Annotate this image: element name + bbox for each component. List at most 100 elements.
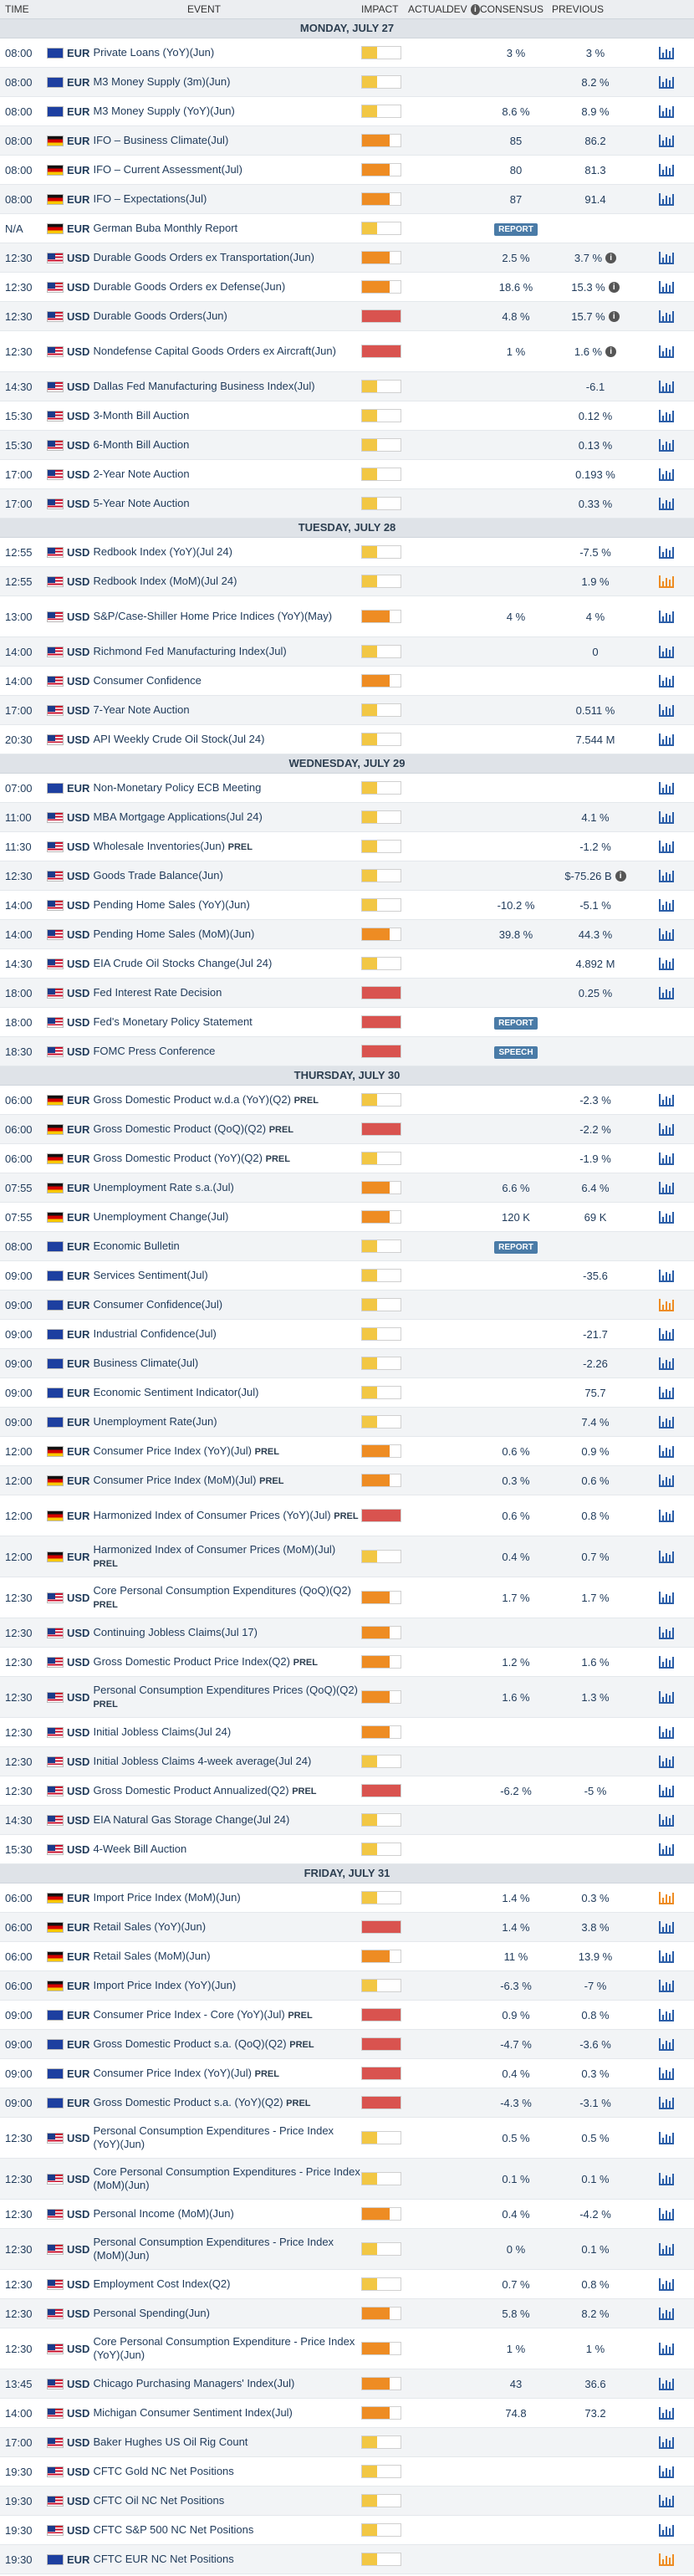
bar-chart-icon[interactable] bbox=[659, 2037, 674, 2051]
bar-chart-icon[interactable] bbox=[659, 309, 674, 323]
event-name[interactable]: Gross Domestic Product (QoQ)(Q2) PREL bbox=[93, 1122, 293, 1137]
event-row[interactable]: 12:30 USD Durable Goods Orders(Jun) 4.8 % 15… bbox=[0, 302, 694, 331]
bar-chart-icon[interactable] bbox=[659, 192, 674, 206]
event-row[interactable]: 09:00 EUR Services Sentiment(Jul) -35.6 bbox=[0, 1261, 694, 1291]
event-title[interactable]: Consumer Price Index - Core (YoY)(Jul) bbox=[93, 2007, 285, 2021]
event-title[interactable]: Michigan Consumer Sentiment Index(Jul) bbox=[93, 2406, 293, 2419]
event-name[interactable]: Core Personal Consumption Expenditures (… bbox=[93, 1584, 361, 1612]
event-cell[interactable]: USD Personal Income (MoM)(Jun) bbox=[47, 2207, 361, 2221]
event-title[interactable]: CFTC S&P 500 NC Net Positions bbox=[93, 2523, 254, 2536]
event-row[interactable]: 09:00 EUR Consumer Price Index - Core (YoY… bbox=[0, 2001, 694, 2030]
event-cell[interactable]: USD Consumer Confidence bbox=[47, 674, 361, 687]
event-cell[interactable]: USD Employment Cost Index(Q2) bbox=[47, 2277, 361, 2291]
event-name[interactable]: CFTC Gold NC Net Positions bbox=[93, 2465, 233, 2478]
event-title[interactable]: Employment Cost Index(Q2) bbox=[93, 2277, 231, 2290]
event-title[interactable]: Consumer Price Index (YoY)(Jul) bbox=[93, 2066, 252, 2079]
event-row[interactable]: 12:30 USD Personal Consumption Expenditure… bbox=[0, 2118, 694, 2159]
event-row[interactable]: 07:00 EUR Non-Monetary Policy ECB Meeting bbox=[0, 774, 694, 803]
event-title[interactable]: Gross Domestic Product Annualized(Q2) bbox=[93, 1783, 289, 1797]
event-title[interactable]: IFO – Business Climate(Jul) bbox=[93, 134, 229, 146]
bar-chart-icon[interactable] bbox=[659, 1725, 674, 1739]
event-cell[interactable]: USD Dallas Fed Manufacturing Business Ind… bbox=[47, 380, 361, 393]
event-title[interactable]: Consumer Price Index (YoY)(Jul) bbox=[93, 1444, 252, 1457]
event-row[interactable]: 08:00 EUR Private Loans (YoY)(Jun) 3 % 3 % bbox=[0, 38, 694, 68]
event-name[interactable]: Redbook Index (YoY)(Jul 24) bbox=[93, 545, 232, 559]
event-title[interactable]: Personal Consumption Expenditures Prices… bbox=[93, 1683, 358, 1696]
event-cell[interactable]: EUR Services Sentiment(Jul) bbox=[47, 1269, 361, 1282]
event-title[interactable]: 6-Month Bill Auction bbox=[93, 438, 190, 451]
event-row[interactable]: 11:00 USD MBA Mortgage Applications(Jul 24… bbox=[0, 803, 694, 832]
bar-chart-icon[interactable] bbox=[659, 105, 674, 118]
event-name[interactable]: Goods Trade Balance(Jun) bbox=[93, 869, 222, 882]
event-cell[interactable]: EUR Retail Sales (YoY)(Jun) bbox=[47, 1920, 361, 1934]
event-title[interactable]: M3 Money Supply (3m)(Jun) bbox=[93, 75, 231, 88]
event-cell[interactable]: USD EIA Crude Oil Stocks Change(Jul 24) bbox=[47, 957, 361, 970]
event-title[interactable]: Continuing Jobless Claims(Jul 17) bbox=[93, 1626, 258, 1638]
bar-chart-icon[interactable] bbox=[659, 928, 674, 941]
event-row[interactable]: 12:30 USD Core Personal Consumption Expend… bbox=[0, 2328, 694, 2369]
event-cell[interactable]: EUR Unemployment Rate(Jun) bbox=[47, 1415, 361, 1429]
info-icon[interactable]: i bbox=[608, 281, 620, 293]
event-title[interactable]: Import Price Index (MoM)(Jun) bbox=[93, 1891, 241, 1904]
event-cell[interactable]: USD 3-Month Bill Auction bbox=[47, 409, 361, 422]
report-badge[interactable]: REPORT bbox=[494, 222, 538, 236]
event-cell[interactable]: EUR Retail Sales (MoM)(Jun) bbox=[47, 1950, 361, 1963]
event-title[interactable]: Gross Domestic Product w.d.a (YoY)(Q2) bbox=[93, 1092, 291, 1106]
event-row[interactable]: 14:00 USD Pending Home Sales (MoM)(Jun) 39.… bbox=[0, 920, 694, 949]
event-cell[interactable]: EUR Import Price Index (YoY)(Jun) bbox=[47, 1979, 361, 1992]
event-title[interactable]: FOMC Press Conference bbox=[93, 1045, 216, 1057]
event-title[interactable]: S&P/Case-Shiller Home Price Indices (YoY… bbox=[93, 610, 333, 622]
event-cell[interactable]: USD Durable Goods Orders ex Defense(Jun) bbox=[47, 280, 361, 294]
bar-chart-icon[interactable] bbox=[659, 1386, 674, 1399]
event-title[interactable]: Business Climate(Jul) bbox=[93, 1357, 199, 1369]
event-cell[interactable]: USD Core Personal Consumption Expenditure… bbox=[47, 1584, 361, 1612]
bar-chart-icon[interactable] bbox=[659, 2242, 674, 2256]
event-name[interactable]: Dallas Fed Manufacturing Business Index(… bbox=[93, 380, 314, 393]
event-row[interactable]: 14:30 USD EIA Natural Gas Storage Change(J… bbox=[0, 1806, 694, 1835]
bar-chart-icon[interactable] bbox=[659, 1298, 674, 1311]
event-name[interactable]: Consumer Confidence(Jul) bbox=[93, 1298, 222, 1311]
event-title[interactable]: Personal Income (MoM)(Jun) bbox=[93, 2207, 234, 2220]
event-name[interactable]: Business Climate(Jul) bbox=[93, 1357, 198, 1370]
event-row[interactable]: 09:00 EUR Consumer Price Index (YoY)(Jul) … bbox=[0, 2059, 694, 2088]
event-title[interactable]: Core Personal Consumption Expenditures -… bbox=[93, 2165, 360, 2191]
event-title[interactable]: Durable Goods Orders(Jun) bbox=[93, 309, 227, 322]
event-title[interactable]: Consumer Confidence bbox=[93, 674, 202, 687]
event-name[interactable]: Economic Bulletin bbox=[93, 1239, 179, 1253]
event-name[interactable]: Baker Hughes US Oil Rig Count bbox=[93, 2435, 247, 2449]
event-name[interactable]: Continuing Jobless Claims(Jul 17) bbox=[93, 1626, 258, 1639]
event-title[interactable]: Private Loans (YoY)(Jun) bbox=[93, 46, 215, 59]
event-row[interactable]: 12:30 USD Personal Income (MoM)(Jun) 0.4 % -… bbox=[0, 2200, 694, 2229]
event-title[interactable]: Unemployment Rate(Jun) bbox=[93, 1415, 217, 1428]
event-title[interactable]: IFO – Expectations(Jul) bbox=[93, 192, 207, 205]
event-row[interactable]: 18:30 USD FOMC Press Conference SPEECH bbox=[0, 1037, 694, 1066]
event-cell[interactable]: USD 5-Year Note Auction bbox=[47, 497, 361, 510]
event-row[interactable]: 19:30 EUR CFTC EUR NC Net Positions bbox=[0, 2545, 694, 2574]
event-name[interactable]: Gross Domestic Product Price Index(Q2) P… bbox=[93, 1655, 318, 1669]
event-cell[interactable]: USD S&P/Case-Shiller Home Price Indices (… bbox=[47, 610, 361, 623]
bar-chart-icon[interactable] bbox=[659, 438, 674, 452]
bar-chart-icon[interactable] bbox=[659, 1415, 674, 1429]
event-name[interactable]: Harmonized Index of Consumer Prices (MoM… bbox=[93, 1543, 361, 1571]
bar-chart-icon[interactable] bbox=[659, 957, 674, 970]
event-row[interactable]: 12:55 USD Redbook Index (MoM)(Jul 24) 1.9 % bbox=[0, 567, 694, 596]
event-row[interactable]: 15:30 USD 3-Month Bill Auction 0.12 % bbox=[0, 401, 694, 431]
bar-chart-icon[interactable] bbox=[659, 497, 674, 510]
bar-chart-icon[interactable] bbox=[659, 1550, 674, 1563]
event-row[interactable]: 19:30 USD CFTC Gold NC Net Positions bbox=[0, 2457, 694, 2487]
event-cell[interactable]: EUR Unemployment Change(Jul) bbox=[47, 1210, 361, 1224]
event-name[interactable]: Gross Domestic Product Annualized(Q2) PR… bbox=[93, 1784, 316, 1798]
bar-chart-icon[interactable] bbox=[659, 2096, 674, 2109]
event-row[interactable]: 14:30 USD EIA Crude Oil Stocks Change(Jul … bbox=[0, 949, 694, 979]
bar-chart-icon[interactable] bbox=[659, 1950, 674, 1963]
event-row[interactable]: 12:30 USD Core Personal Consumption Expend… bbox=[0, 1577, 694, 1618]
event-row[interactable]: 09:00 EUR Business Climate(Jul) -2.26 bbox=[0, 1349, 694, 1378]
event-title[interactable]: Redbook Index (YoY)(Jul 24) bbox=[93, 545, 232, 558]
bar-chart-icon[interactable] bbox=[659, 2008, 674, 2021]
event-row[interactable]: 17:00 USD 2-Year Note Auction 0.193 % bbox=[0, 460, 694, 489]
event-name[interactable]: Gross Domestic Product s.a. (YoY)(Q2) PR… bbox=[93, 2096, 310, 2110]
event-cell[interactable]: EUR Consumer Price Index (YoY)(Jul) PREL bbox=[47, 2067, 361, 2081]
event-title[interactable]: Economic Bulletin bbox=[93, 1239, 180, 1252]
event-cell[interactable]: EUR Consumer Price Index (YoY)(Jul) PREL bbox=[47, 1444, 361, 1459]
event-cell[interactable]: USD Core Personal Consumption Expenditure… bbox=[47, 2165, 361, 2192]
